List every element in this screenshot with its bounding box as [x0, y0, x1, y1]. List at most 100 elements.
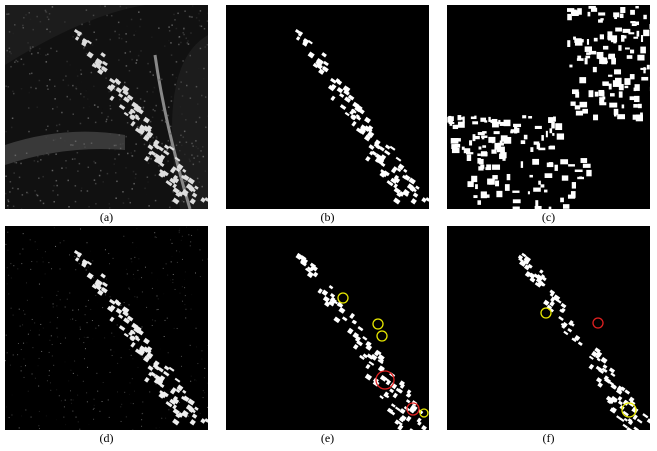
ship-blob [134, 114, 139, 119]
speckle [186, 154, 188, 156]
speckle [39, 53, 42, 56]
speckle [113, 26, 115, 28]
ship-blob [109, 77, 116, 84]
speckle [127, 197, 130, 200]
speckle [6, 352, 8, 354]
speckle [115, 144, 117, 147]
speckle [86, 401, 88, 403]
speckle [141, 425, 143, 427]
speckle [147, 181, 149, 183]
clutter-blob [631, 23, 637, 27]
speckle [144, 266, 146, 268]
speckle [102, 307, 104, 309]
ship-blob [323, 60, 329, 67]
speckle [187, 415, 189, 417]
speckle [75, 86, 78, 88]
speckle [143, 100, 146, 102]
speckle [72, 144, 74, 146]
ship-blob [118, 92, 124, 98]
speckle [93, 31, 95, 34]
speckle [51, 6, 54, 8]
speckle [48, 375, 50, 377]
ship-blob [102, 281, 108, 288]
speckle [148, 205, 150, 207]
clutter-blob [477, 200, 482, 205]
speckle [142, 412, 144, 414]
speckle [7, 249, 9, 251]
ship-blob [160, 172, 166, 178]
speckle [150, 158, 152, 160]
speckle [197, 229, 199, 231]
speckle [90, 308, 92, 310]
clutter-blob [574, 169, 583, 173]
ship-blob [390, 403, 396, 408]
ship-blob [409, 408, 415, 414]
speckle [132, 273, 134, 275]
speckle [139, 25, 141, 28]
speckle [56, 130, 59, 132]
clutter-blob [612, 80, 620, 87]
ship-blob [402, 191, 409, 197]
caption-d: (d) [99, 431, 114, 445]
ship-blob [185, 183, 193, 191]
ship-blob [187, 177, 195, 185]
speckle [10, 65, 12, 68]
speckle [134, 296, 136, 298]
speckle [180, 134, 182, 137]
speckle [172, 279, 174, 281]
speckle [78, 263, 80, 265]
ship-blob [615, 388, 623, 395]
ship-blob [627, 419, 634, 426]
ship-blob [204, 418, 208, 423]
speckle [125, 167, 127, 169]
ship-blob [73, 249, 80, 255]
speckle [29, 46, 32, 48]
speckle [122, 142, 124, 145]
ship-blob [339, 92, 345, 98]
ship-blob [347, 94, 355, 101]
speckle [95, 203, 97, 205]
speckle [49, 321, 51, 323]
speckle [73, 344, 74, 345]
ship-blob [617, 395, 623, 402]
ship-blob [144, 376, 150, 383]
speckle [128, 349, 130, 351]
speckle [70, 402, 72, 404]
speckle [191, 234, 193, 236]
speckle [112, 243, 113, 244]
panel-d [5, 226, 208, 430]
ship-blob [523, 259, 529, 265]
speckle [86, 366, 88, 368]
clutter-blob [533, 141, 540, 145]
speckle [195, 17, 198, 19]
speckle [171, 256, 173, 258]
speckle [26, 191, 28, 194]
speckle [199, 10, 202, 12]
ship-blob [397, 388, 403, 394]
ship-blob [123, 317, 131, 324]
clutter-blob [601, 57, 608, 65]
ship-blob [405, 393, 410, 398]
speckle [176, 261, 178, 263]
ship-blob [194, 406, 199, 411]
speckle [179, 176, 181, 179]
speckle [129, 50, 131, 53]
clutter-blob [535, 200, 539, 207]
clutter-blob [585, 55, 591, 59]
speckle [155, 104, 157, 107]
clutter-blob [533, 187, 541, 192]
speckle [201, 358, 203, 360]
speckle [87, 117, 90, 119]
ship-blob [567, 327, 573, 333]
ship-blob [163, 149, 170, 156]
ship-blob [616, 415, 622, 421]
speckle [108, 147, 111, 150]
ship-blob [109, 316, 115, 322]
speckle [195, 121, 197, 123]
speckle [135, 92, 137, 94]
speckle [36, 249, 38, 251]
speckle [16, 63, 18, 65]
speckle [141, 326, 143, 328]
speckle [161, 119, 163, 122]
speckle [81, 81, 83, 83]
